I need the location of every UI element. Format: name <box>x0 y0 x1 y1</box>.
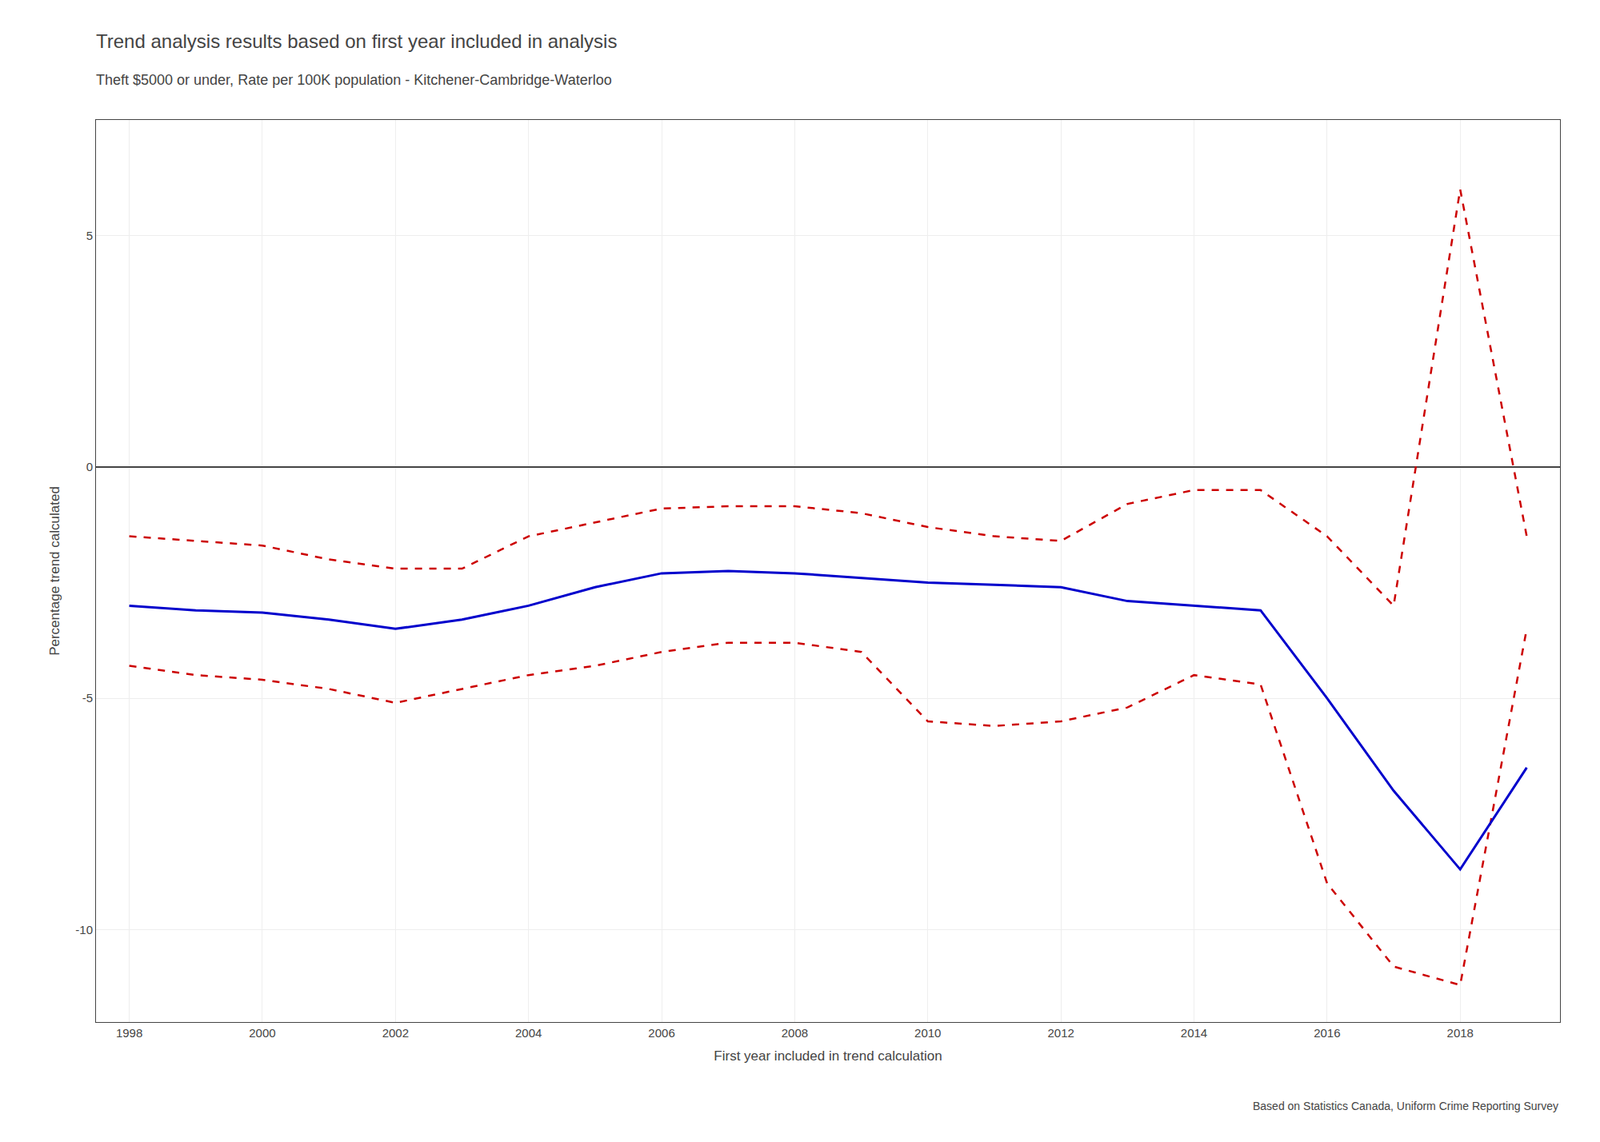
svg-text:2018: 2018 <box>1447 1026 1474 1040</box>
svg-text:0: 0 <box>86 460 93 474</box>
svg-text:2006: 2006 <box>648 1026 675 1040</box>
svg-text:-10: -10 <box>75 923 93 937</box>
svg-text:Percentage trend calculated: Percentage trend calculated <box>47 486 63 656</box>
svg-text:Trend analysis results based o: Trend analysis results based on first ye… <box>96 30 617 52</box>
svg-text:1998: 1998 <box>116 1026 143 1040</box>
svg-text:Based on Statistics Canada, Un: Based on Statistics Canada, Uniform Crim… <box>1252 1100 1559 1113</box>
svg-text:2000: 2000 <box>248 1026 276 1040</box>
svg-text:First year included in trend c: First year included in trend calculation <box>713 1048 942 1064</box>
svg-text:5: 5 <box>86 228 93 243</box>
svg-text:-5: -5 <box>82 691 93 705</box>
svg-text:2014: 2014 <box>1180 1026 1208 1040</box>
svg-text:2010: 2010 <box>914 1026 941 1040</box>
svg-text:2012: 2012 <box>1047 1026 1074 1040</box>
svg-text:2008: 2008 <box>781 1026 808 1040</box>
svg-text:2002: 2002 <box>382 1026 409 1040</box>
svg-text:Theft $5000 or under, Rate per: Theft $5000 or under, Rate per 100K popu… <box>96 72 612 88</box>
svg-text:2004: 2004 <box>515 1026 542 1040</box>
svg-text:2016: 2016 <box>1313 1026 1340 1040</box>
